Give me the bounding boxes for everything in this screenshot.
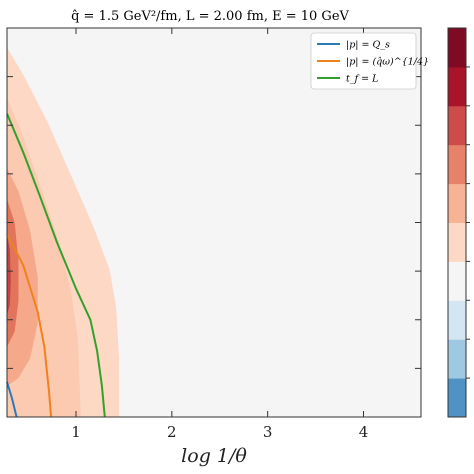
colorbar-band-1: [448, 378, 466, 418]
contour-region-5: [7, 234, 11, 316]
legend: |p| = Q_s |p| = (q̂ω)^{1/4} t_f = L: [310, 32, 429, 90]
contour-region-4: [7, 199, 19, 347]
colorbar-band-10: [448, 28, 466, 68]
colorbar-band-2: [448, 339, 466, 379]
colorbar: [447, 27, 470, 418]
x-tick-label: 3: [263, 423, 273, 441]
x-ticks: 1 2 3 4: [71, 28, 368, 441]
chart-title: q̂ = 1.5 GeV²/fm, L = 2.00 fm, E = 10 Ge…: [71, 9, 349, 24]
series-line-3: [6, 113, 106, 418]
colorbar-band-5: [448, 222, 466, 262]
legend-label-2: |p| = (q̂ω)^{1/4}: [346, 57, 429, 68]
x-tick-label: 1: [71, 423, 81, 441]
series-line-2: [6, 233, 53, 418]
colorbar-band-8: [448, 105, 466, 146]
x-axis-label: log 1/θ: [181, 445, 247, 467]
colorbar-band-4: [448, 261, 466, 301]
colorbar-band-7: [448, 144, 466, 185]
colorbar-band-6: [448, 183, 466, 223]
series-line-1: [6, 381, 18, 418]
x-tick-label: 2: [167, 423, 177, 441]
legend-label-3: t_f = L: [346, 74, 378, 85]
colorbar-band-9: [448, 66, 466, 107]
colorbar-band-3: [448, 300, 466, 340]
x-tick-label: 4: [359, 423, 369, 441]
series-layer: [6, 113, 106, 418]
legend-label-1: |p| = Q_s: [346, 40, 390, 51]
legend-box: [310, 32, 417, 90]
